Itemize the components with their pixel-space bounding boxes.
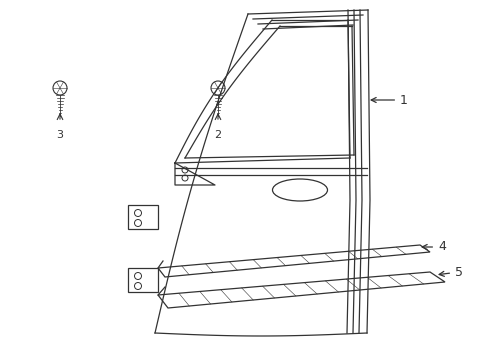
Text: 2: 2	[214, 130, 221, 140]
Text: 4: 4	[421, 240, 445, 253]
Text: 5: 5	[438, 266, 462, 279]
Text: 3: 3	[57, 130, 63, 140]
Text: 1: 1	[370, 94, 407, 107]
